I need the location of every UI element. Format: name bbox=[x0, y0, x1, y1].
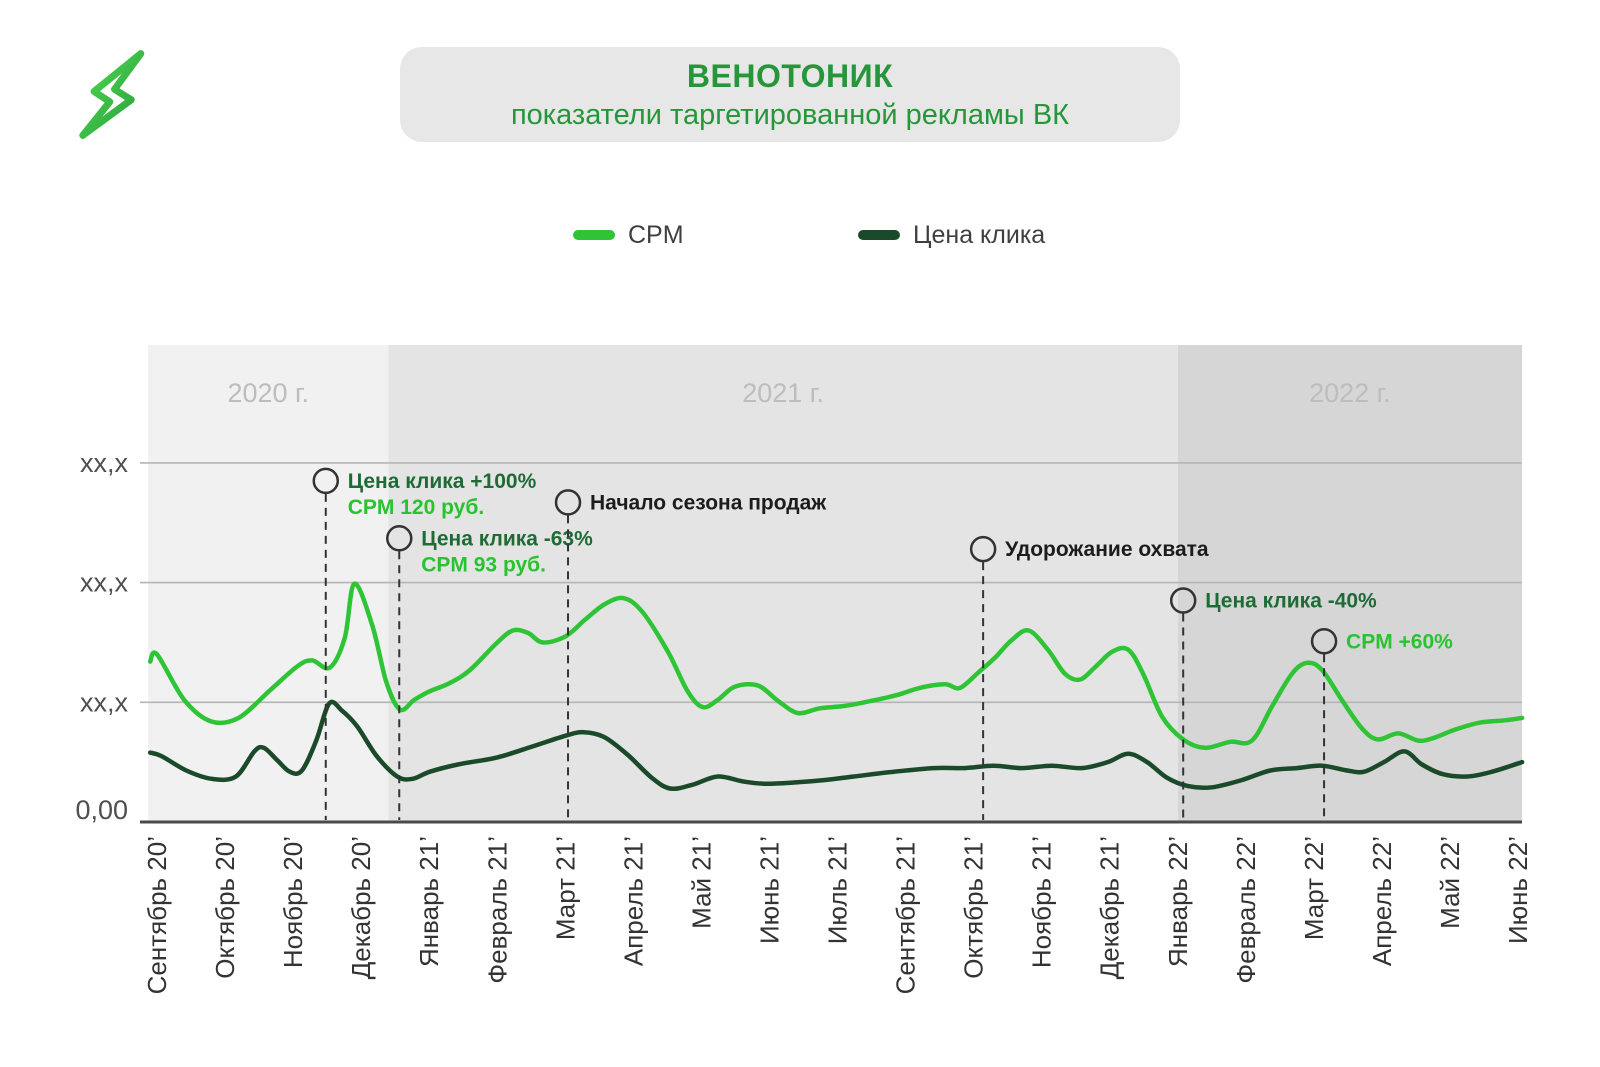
annotation-marker bbox=[1169, 587, 1197, 614]
x-axis-label: Январь 22’ bbox=[1163, 836, 1193, 967]
x-axis-label: Март 21’ bbox=[550, 836, 580, 940]
annotation-text: Удорожание охвата bbox=[1005, 538, 1209, 561]
annotation-marker bbox=[969, 535, 997, 563]
annotation-text: CPM +60% bbox=[1346, 630, 1453, 653]
x-axis-label: Декабрь 21’ bbox=[1095, 836, 1125, 979]
x-axis-label: Июнь 22’ bbox=[1503, 836, 1533, 944]
y-axis-label: 0,00 bbox=[75, 795, 128, 825]
x-axis-label: Октябрь 20’ bbox=[210, 836, 240, 979]
title-box: ВЕНОТОНИК показатели таргетированной рек… bbox=[400, 47, 1180, 142]
annotation-marker bbox=[1310, 628, 1338, 655]
x-axis-label: Ноябрь 21’ bbox=[1027, 836, 1057, 968]
annotation-text: CPM 120 руб. bbox=[348, 496, 484, 519]
annotation-text: Цена клика -40% bbox=[1205, 590, 1377, 613]
x-axis-label: Июнь 21’ bbox=[754, 836, 784, 944]
x-axis-label: Июль 21’ bbox=[823, 836, 853, 944]
y-axis-label: xx,x bbox=[80, 568, 129, 598]
year-label: 2020 г. bbox=[227, 378, 309, 408]
annotation-text: Цена клика -63% bbox=[421, 527, 593, 550]
page-subtitle: показатели таргетированной рекламы ВК bbox=[510, 98, 1070, 131]
x-axis-label: Февраль 22’ bbox=[1231, 836, 1261, 984]
x-axis-label: Сентябрь 21’ bbox=[891, 836, 921, 994]
year-band bbox=[148, 345, 389, 822]
annotation-marker bbox=[554, 489, 582, 516]
x-axis-label: Октябрь 21’ bbox=[959, 836, 989, 979]
year-label: 2022 г. bbox=[1309, 378, 1391, 408]
x-axis-label: Май 21’ bbox=[686, 836, 716, 929]
annotation-marker bbox=[312, 467, 340, 495]
y-axis-label: xx,x bbox=[80, 448, 129, 478]
lightning-bolt-icon bbox=[79, 50, 145, 139]
x-axis-label: Апрель 21’ bbox=[618, 836, 648, 966]
x-axis-label: Ноябрь 20’ bbox=[278, 836, 308, 968]
year-band bbox=[1177, 345, 1523, 822]
legend-item-cpm: CPM bbox=[573, 220, 684, 250]
year-band bbox=[388, 345, 1178, 822]
page-title: ВЕНОТОНИК bbox=[686, 57, 894, 94]
annotation-marker bbox=[386, 525, 413, 552]
click-price-legend-swatch bbox=[858, 230, 900, 240]
brand-logo bbox=[79, 50, 145, 139]
legend-item-click-price: Цена клика bbox=[858, 220, 1045, 250]
annotation-text: Начало сезона продаж bbox=[590, 491, 827, 514]
x-axis-label: Февраль 21’ bbox=[482, 836, 512, 984]
chart-legend: CPM Цена клика bbox=[0, 220, 1600, 250]
cpm-legend-swatch bbox=[573, 230, 615, 240]
cpm-line bbox=[147, 581, 1525, 751]
click-price-line bbox=[147, 699, 1525, 792]
cpm-legend-label: CPM bbox=[628, 220, 684, 249]
x-axis-label: Апрель 22’ bbox=[1367, 836, 1397, 966]
x-axis-label: Январь 21’ bbox=[414, 836, 444, 967]
x-axis-label: Декабрь 20’ bbox=[346, 836, 376, 979]
y-axis-label: xx,x bbox=[80, 687, 129, 717]
annotation-text: CPM 93 руб. bbox=[421, 553, 546, 576]
x-axis-label: Март 22’ bbox=[1299, 836, 1329, 940]
click-price-legend-label: Цена клика bbox=[913, 220, 1046, 249]
year-label: 2021 г. bbox=[742, 378, 824, 408]
x-axis-label: Май 22’ bbox=[1435, 836, 1465, 929]
x-axis-label: Сентябрь 20’ bbox=[142, 836, 172, 994]
annotation-text: Цена клика +100% bbox=[348, 470, 537, 493]
